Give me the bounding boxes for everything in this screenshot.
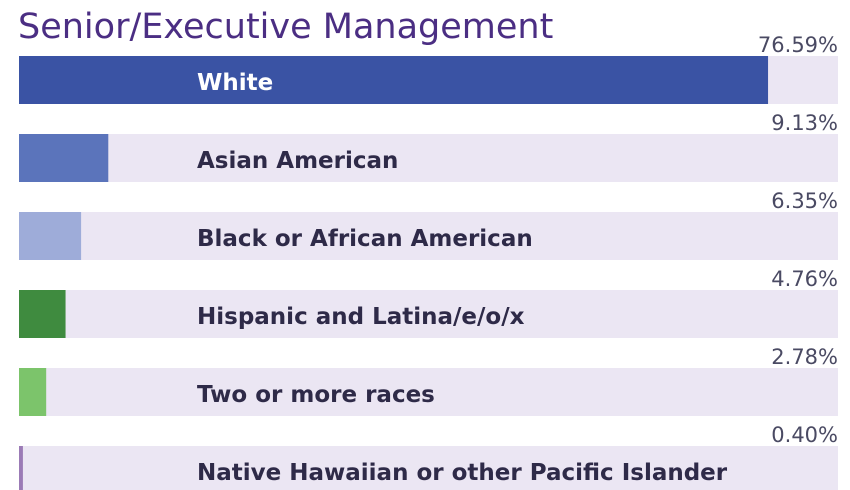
bar-track bbox=[19, 446, 838, 490]
bar bbox=[19, 446, 23, 490]
category-label: Two or more races bbox=[197, 382, 435, 408]
bar bbox=[19, 368, 47, 416]
bar bbox=[19, 290, 66, 338]
value-label: 6.35% bbox=[771, 189, 838, 213]
category-label: Black or African American bbox=[197, 226, 533, 252]
bar bbox=[19, 134, 109, 182]
bar bbox=[19, 212, 82, 260]
value-label: 76.59% bbox=[758, 33, 838, 57]
chart-title: Senior/Executive Management bbox=[18, 7, 553, 47]
value-label: 9.13% bbox=[771, 111, 838, 135]
category-label: White bbox=[197, 70, 273, 96]
value-label: 2.78% bbox=[771, 345, 838, 369]
bar-track bbox=[19, 212, 838, 260]
category-label: Native Hawaiian or other Pacific Islande… bbox=[197, 460, 728, 486]
value-label: 4.76% bbox=[771, 267, 838, 291]
bar-track bbox=[19, 134, 838, 182]
value-label: 0.40% bbox=[771, 423, 838, 447]
category-label: Hispanic and Latina/e/o/x bbox=[197, 304, 525, 330]
bar-track bbox=[19, 290, 838, 338]
bar bbox=[19, 56, 769, 104]
category-label: Asian American bbox=[197, 148, 398, 174]
bar-track bbox=[19, 368, 838, 416]
